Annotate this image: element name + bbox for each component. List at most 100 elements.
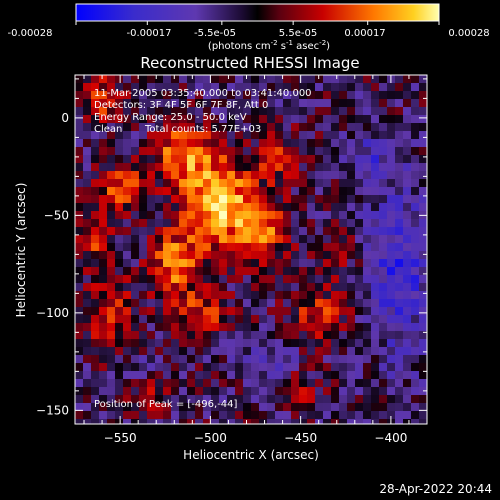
heatmap-cell [363,267,371,275]
heatmap-cell [131,179,139,187]
heatmap-cell [251,259,259,267]
heatmap-cell [307,211,315,219]
heatmap-cell [195,299,203,307]
heatmap-cell [323,123,331,131]
heatmap-cell [211,347,219,355]
heatmap-cell [195,347,203,355]
heatmap-cell [371,331,379,339]
heatmap-cell [139,371,147,379]
heatmap-cell [195,403,203,411]
heatmap-cell [211,107,219,115]
heatmap-cell [307,179,315,187]
heatmap-cell [123,91,131,99]
heatmap-cell [379,99,387,107]
heatmap-cell [331,419,339,424]
heatmap-cell [83,83,91,91]
heatmap-cell [131,211,139,219]
heatmap-cell [339,299,347,307]
heatmap-cell [179,331,187,339]
heatmap-cell [323,355,331,363]
heatmap-cell [267,123,275,131]
heatmap-cell [219,283,227,291]
heatmap-cell [171,411,179,419]
heatmap-cell [267,107,275,115]
heatmap-cell [195,243,203,251]
heatmap-cell [315,139,323,147]
time-range-annotation: 11-Mar-2005 03:35:40.000 to 03:41:40.000 [94,88,312,99]
heatmap-cell [259,219,267,227]
heatmap-cell [227,387,235,395]
heatmap-cell [123,115,131,123]
heatmap-cell [115,75,123,83]
heatmap-cell [291,323,299,331]
heatmap-cell [203,267,211,275]
heatmap-cell [251,411,259,419]
heatmap-cell [411,347,419,355]
heatmap-cell [107,403,115,411]
heatmap-cell [283,251,291,259]
heatmap-cell [291,259,299,267]
heatmap-cell [371,187,379,195]
heatmap-cell [131,83,139,91]
heatmap-cell [139,403,147,411]
heatmap-cell [75,251,83,259]
y-axis-label: Heliocentric Y (arcsec) [14,183,28,318]
heatmap-cell [179,171,187,179]
heatmap-cell [155,155,163,163]
heatmap-cell [267,323,275,331]
heatmap-cell [403,347,411,355]
heatmap-cell [139,307,147,315]
heatmap-cell [171,107,179,115]
heatmap-cell [315,267,323,275]
heatmap-cell [355,227,363,235]
heatmap-cell [171,235,179,243]
heatmap-cell [107,259,115,267]
heatmap-cell [107,171,115,179]
heatmap-cell [227,371,235,379]
heatmap-cell [419,283,427,291]
heatmap-cell [347,211,355,219]
heatmap-cell [275,243,283,251]
heatmap-cell [251,139,259,147]
heatmap-cell [123,75,131,83]
heatmap-cell [107,411,115,419]
heatmap-cell [395,123,403,131]
heatmap-cell [195,283,203,291]
heatmap-cell [163,91,171,99]
heatmap-cell [259,419,267,424]
heatmap-cell [347,147,355,155]
x-axis-label: Heliocentric X (arcsec) [183,448,319,462]
heatmap-cell [211,291,219,299]
heatmap-cell [187,91,195,99]
heatmap-cell [235,139,243,147]
heatmap-cell [195,259,203,267]
heatmap-cell [267,139,275,147]
heatmap-cell [403,307,411,315]
heatmap-cell [411,419,419,424]
heatmap-cell [259,403,267,411]
heatmap-cell [211,339,219,347]
heatmap-cell [355,243,363,251]
heatmap-cell [267,251,275,259]
heatmap-cell [355,211,363,219]
heatmap-cell [83,363,91,371]
heatmap-cell [355,355,363,363]
heatmap-cell [403,115,411,123]
heatmap-cell [347,259,355,267]
heatmap-cell [339,243,347,251]
heatmap-cell [387,315,395,323]
heatmap-cell [187,291,195,299]
heatmap-cell [139,355,147,363]
heatmap-cell [387,379,395,387]
heatmap-cell [363,411,371,419]
heatmap-cell [419,195,427,203]
heatmap-cell [219,307,227,315]
heatmap-cell [179,315,187,323]
heatmap-cell [379,219,387,227]
heatmap-cell [371,155,379,163]
heatmap-cell [363,211,371,219]
heatmap-cell [243,323,251,331]
heatmap-cell [235,131,243,139]
heatmap-cell [227,75,235,83]
heatmap-cell [147,315,155,323]
